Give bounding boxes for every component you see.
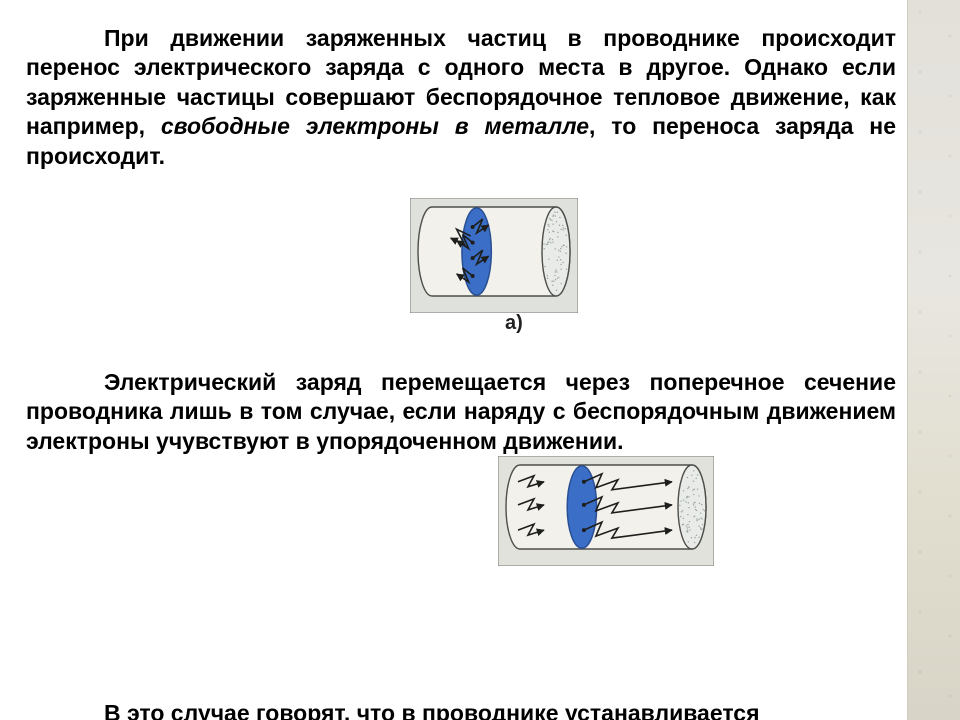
- diagram-2-svg: [498, 456, 714, 566]
- p2-text: Электрический заряд перемещается через п…: [26, 369, 896, 454]
- p1-italic: свободные электроны в металле: [161, 113, 589, 139]
- diagram-ordered-motion: [498, 456, 714, 566]
- paragraph-2-wrap: Электрический заряд перемещается через п…: [26, 368, 896, 470]
- paper-edge-stripe: [907, 0, 960, 720]
- diagram-1-svg: [410, 198, 578, 313]
- page: При движении заряженных частиц в проводн…: [0, 0, 960, 720]
- cutoff-text: В это случае говорят, что в проводнике у…: [104, 700, 760, 720]
- paragraph-2: Электрический заряд перемещается через п…: [26, 368, 896, 456]
- diagram-random-motion: [410, 198, 578, 313]
- paragraph-1: При движении заряженных частиц в проводн…: [26, 24, 896, 171]
- diagram-1-caption: а): [505, 312, 523, 335]
- content-area: При движении заряженных частиц в проводн…: [26, 24, 896, 185]
- cutoff-line: В это случае говорят, что в проводнике у…: [26, 700, 896, 720]
